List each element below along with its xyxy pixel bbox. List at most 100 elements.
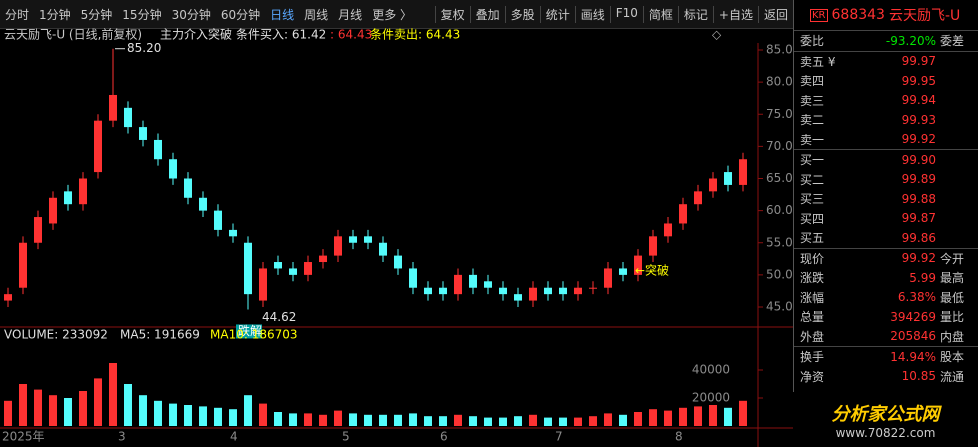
x-label: 5: [342, 430, 350, 444]
period-tab[interactable]: 15分钟: [122, 7, 162, 22]
candle-body: [304, 262, 312, 275]
tool-button[interactable]: 多股: [504, 5, 540, 23]
candle-body: [439, 287, 447, 295]
row-value: 99.92: [901, 251, 936, 266]
break-down-label: 跌解: [238, 323, 262, 338]
tool-button[interactable]: 标记: [677, 5, 713, 23]
row-label-2: 流通: [940, 369, 965, 384]
y-tick-label: 45.00: [766, 300, 793, 314]
period-tab[interactable]: 60分钟: [220, 7, 261, 22]
period-tab[interactable]: 月线: [338, 7, 363, 22]
volume-bar: [484, 417, 492, 426]
candle-body: [739, 159, 747, 185]
tool-button[interactable]: 统计: [539, 5, 575, 23]
logo: 分析家公式网 www.70822.com: [793, 392, 978, 447]
volume-bar: [739, 400, 747, 426]
volume-bar: [154, 400, 162, 426]
row-value: 14.94%: [890, 349, 936, 364]
volume-header: MA5: 191669: [120, 328, 200, 342]
volume-bar: [604, 413, 612, 426]
low-label: 44.62: [262, 310, 296, 324]
diamond-icon[interactable]: ◇: [712, 28, 722, 42]
tool-button[interactable]: 返回: [757, 5, 793, 23]
period-tab[interactable]: 分时: [5, 7, 30, 22]
volume-bar: [559, 417, 567, 426]
row-value: 99.94: [901, 93, 936, 108]
period-tab[interactable]: 更多 〉: [372, 7, 413, 22]
candle-body: [349, 236, 357, 243]
stock-title: 云天励飞-U (日线,前复权): [4, 28, 142, 42]
candle-body: [214, 210, 222, 230]
volume-bar: [109, 363, 117, 426]
volume-bar: [634, 412, 642, 426]
y-tick-label: 65.00: [766, 171, 793, 185]
row-value: 99.93: [901, 112, 936, 127]
candle-body: [484, 281, 492, 288]
volume-bar: [19, 384, 27, 426]
volume-bar: [139, 395, 147, 426]
volume-tick-label: 40000: [692, 363, 730, 377]
quote-panel: KR 688343 云天励飞-U 委比 -93.20% 委差 卖五 ¥ 99.97 卖四 99.…: [793, 0, 978, 447]
buy-condition: 条件买入: 61.42: [236, 28, 326, 42]
row-label: 卖一: [800, 132, 825, 147]
candle-body: [124, 107, 132, 128]
buy-condition-2: : 64.43: [330, 28, 372, 42]
quote-row: 买三 99.88: [794, 189, 978, 209]
tool-button[interactable]: +自选: [712, 5, 758, 23]
row-value: 99.97: [901, 54, 936, 69]
tool-button[interactable]: 画线: [574, 5, 610, 23]
volume-bar: [544, 417, 552, 426]
quote-rows: 委比 -93.20% 委差 卖五 ¥ 99.97 卖四 99.95 卖三 99.94 卖二 99.9…: [794, 31, 978, 386]
kline-chart: 云天励飞-U (日线,前复权) 主力介入突破 条件买入: 61.42 : 64.…: [0, 28, 793, 447]
tool-button[interactable]: 叠加: [469, 5, 505, 23]
candle-body: [559, 287, 567, 295]
row-value: 99.95: [901, 73, 936, 88]
candle-body: [154, 139, 162, 160]
volume-bar: [349, 413, 357, 426]
volume-bar: [289, 413, 297, 426]
candle-body: [454, 274, 462, 295]
period-tab[interactable]: 周线: [304, 7, 329, 22]
row-label-2: 股本: [940, 350, 965, 365]
volume-bar: [334, 410, 342, 426]
sell-condition: 条件卖出: 64.43: [370, 28, 460, 42]
row-label: 总量: [800, 310, 825, 325]
row-label-2: 最低: [940, 290, 965, 305]
breakout-label: ←突破: [635, 262, 669, 277]
volume-bar: [529, 414, 537, 426]
volume-bar: [34, 389, 42, 426]
tool-button[interactable]: F10: [609, 5, 643, 23]
candle-body: [139, 127, 147, 140]
candle-body: [724, 172, 732, 185]
quote-row: 总量 394269 量比: [794, 307, 978, 327]
period-tab[interactable]: 1分钟: [39, 7, 71, 22]
row-value: 99.89: [901, 172, 936, 187]
candle-body: [169, 159, 177, 179]
volume-bar: [589, 416, 597, 426]
period-tab[interactable]: 日线: [270, 7, 295, 22]
quote-row: 委比 -93.20% 委差: [794, 31, 978, 51]
row-label: 卖二: [800, 113, 825, 128]
volume-bar: [724, 407, 732, 426]
candle-body: [49, 197, 57, 224]
stock-code: 688343: [831, 7, 885, 23]
candle-body: [274, 262, 282, 269]
row-value: 6.38%: [897, 290, 936, 305]
row-label: 买一: [800, 153, 825, 168]
candle-body: [709, 178, 717, 192]
tool-button[interactable]: 简框: [642, 5, 678, 23]
quote-row: 卖一 99.92: [794, 130, 978, 150]
formula-name: 主力介入突破: [160, 28, 232, 42]
period-tab[interactable]: 5分钟: [80, 7, 113, 22]
row-label-2: 最高: [940, 271, 965, 286]
toolbar: 分时 1分钟 5分钟 15分钟 30分钟 60分钟 日线 周线 月线 更多 〉 复权 叠加 多股 统计 画线…: [0, 0, 793, 29]
period-tab[interactable]: 30分钟: [171, 7, 211, 22]
quote-row: 买五 99.86: [794, 228, 978, 248]
candle-body: [94, 120, 102, 173]
volume-bar: [514, 416, 522, 426]
tool-button[interactable]: 复权: [434, 5, 470, 23]
row-label: 卖五 ¥: [800, 54, 836, 69]
volume-header: MA10: 186703: [210, 328, 298, 342]
volume-bar: [274, 412, 282, 426]
